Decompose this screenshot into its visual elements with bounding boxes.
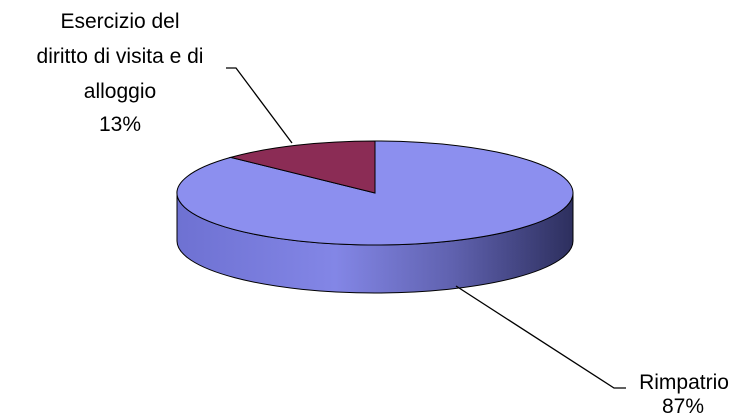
leader-line-rimpatrio bbox=[455, 285, 626, 389]
data-label-esercizio-line3: alloggio bbox=[84, 80, 156, 103]
pie-slice-rimpatrio bbox=[176, 140, 574, 246]
pie-slice-esercizio bbox=[228, 140, 376, 194]
data-label-rimpatrio-percent: 87% bbox=[662, 395, 704, 414]
data-label-esercizio-line2: diritto di visita e di bbox=[37, 45, 204, 68]
leader-line-esercizio bbox=[226, 67, 293, 144]
data-label-rimpatrio: Rimpatrio bbox=[639, 371, 729, 394]
data-label-esercizio-line1: Esercizio del bbox=[60, 10, 179, 33]
data-label-esercizio-percent: 13% bbox=[99, 113, 141, 136]
